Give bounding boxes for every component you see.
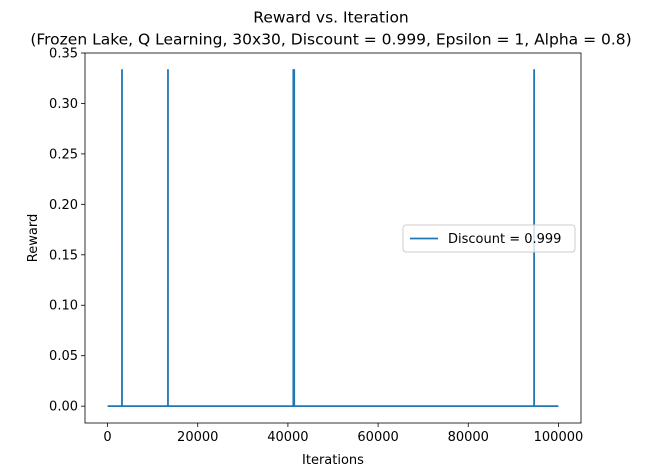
x-tick-label: 40000 <box>267 430 308 445</box>
x-tick-label: 20000 <box>177 430 218 445</box>
x-axis-ticks: 0 20000 40000 60000 80000 100000 <box>103 423 583 445</box>
y-axis-label: Reward <box>26 214 41 262</box>
chart-subtitle: (Frozen Lake, Q Learning, 30x30, Discoun… <box>30 31 631 49</box>
legend: Discount = 0.999 <box>402 224 576 253</box>
y-tick-label: 0.20 <box>49 198 78 213</box>
y-tick-label: 0.00 <box>49 400 78 415</box>
x-tick-label: 0 <box>103 430 111 445</box>
legend-label: Discount = 0.999 <box>448 232 561 247</box>
y-tick-label: 0.05 <box>49 349 78 364</box>
y-tick-label: 0.10 <box>49 299 78 314</box>
y-axis-ticks: 0.00 0.05 0.10 0.15 0.20 0.25 0.30 0.35 <box>49 47 85 415</box>
series-layer <box>107 68 559 408</box>
y-tick-label: 0.15 <box>49 248 78 263</box>
x-tick-label: 80000 <box>448 430 489 445</box>
y-tick-label: 0.35 <box>49 47 78 62</box>
legend-box <box>402 224 576 253</box>
x-tick-label: 60000 <box>357 430 398 445</box>
chart-title: Reward vs. Iteration <box>253 9 409 27</box>
series-line <box>107 68 559 408</box>
y-tick-label: 0.30 <box>49 97 78 112</box>
x-axis-label: Iterations <box>302 453 364 468</box>
y-tick-label: 0.25 <box>49 147 78 162</box>
x-tick-label: 100000 <box>534 430 584 445</box>
